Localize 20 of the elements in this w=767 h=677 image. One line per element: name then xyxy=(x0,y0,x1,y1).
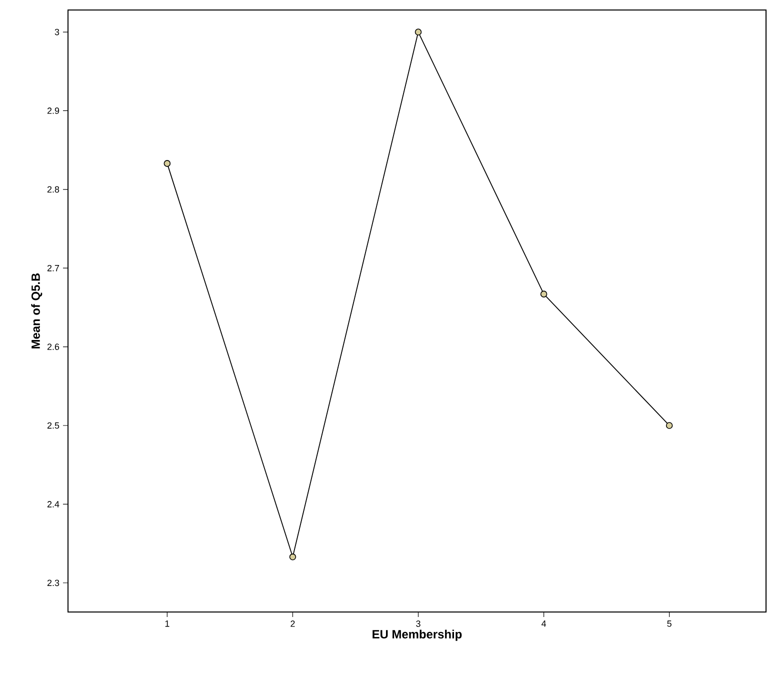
y-tick-label: 2.4 xyxy=(47,501,60,508)
point xyxy=(289,554,296,560)
y-tick-label: 2.8 xyxy=(47,186,60,193)
x-axis-title: EU Membership xyxy=(372,630,462,641)
point xyxy=(540,290,548,298)
y-tick-label: 2.6 xyxy=(47,344,60,350)
y-tick-label: 2.7 xyxy=(47,264,60,272)
y-tick-label: 2.3 xyxy=(47,580,60,586)
point xyxy=(164,160,171,167)
x-tick-label: 5 xyxy=(667,620,672,627)
y-tick-label: 3 xyxy=(54,28,60,36)
point xyxy=(414,28,422,36)
x-tick-label: 4 xyxy=(542,620,546,627)
y-tick-label: 2.5 xyxy=(47,422,60,429)
x-tick-label: 3 xyxy=(416,620,420,627)
point xyxy=(666,422,673,429)
x-tick-label: 1 xyxy=(165,620,170,627)
y-axis-title: Mean of Q5.B xyxy=(31,273,42,348)
y-tick-label: 2.9 xyxy=(47,108,60,114)
x-tick-label: 2 xyxy=(290,620,295,627)
